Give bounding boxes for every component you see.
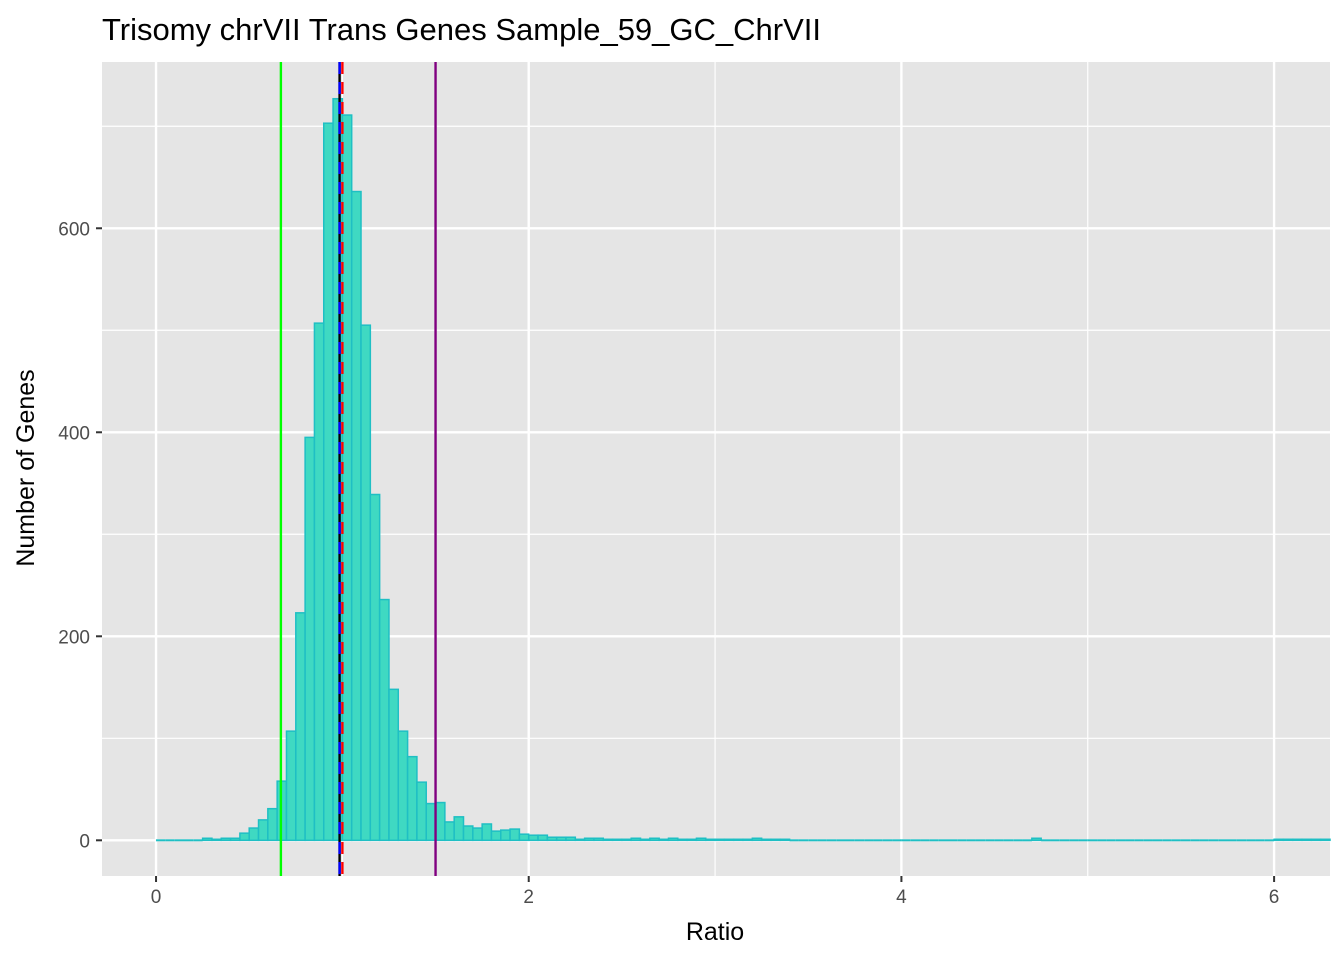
chart-title: Trisomy chrVII Trans Genes Sample_59_GC_… [102, 12, 821, 47]
y-tick-label: 400 [58, 423, 90, 444]
histogram-bar [295, 612, 306, 842]
histogram-bar [350, 190, 362, 842]
histogram-bar [444, 821, 455, 842]
x-tick-label: 4 [896, 887, 907, 908]
histogram-bar [611, 838, 623, 842]
histogram-bar [313, 322, 325, 842]
histogram-bar [751, 837, 763, 842]
histogram-bar [779, 838, 791, 842]
histogram-bar [695, 837, 707, 842]
x-tick-label: 0 [151, 887, 162, 908]
histogram-bar [453, 816, 465, 842]
histogram-bar [658, 838, 670, 842]
histogram-bar [546, 836, 558, 842]
histogram-bar [285, 730, 297, 842]
y-axis-title: Number of Genes [12, 369, 40, 566]
histogram-bar [518, 833, 530, 842]
histogram-bar [267, 807, 278, 842]
histogram-bar [732, 838, 744, 842]
axis-ticks: 0 2 4 6 0 200 400 600 [58, 219, 1279, 908]
histogram-bar [723, 838, 735, 842]
histogram-bar [500, 829, 511, 842]
histogram-bar [621, 838, 632, 842]
histogram-bar [630, 837, 642, 842]
histogram-bar [425, 802, 437, 842]
reference-lines [279, 62, 437, 876]
histogram-bar [378, 598, 390, 842]
x-tick-label: 6 [1269, 887, 1280, 908]
histogram-bar [565, 836, 577, 842]
histogram-bar [369, 493, 381, 842]
histogram-bar [229, 837, 241, 842]
y-tick-label: 600 [58, 219, 90, 240]
histogram-bar [705, 838, 716, 842]
histogram-bar [201, 837, 213, 842]
histogram-bar [602, 838, 614, 842]
histogram-bar [760, 838, 772, 842]
histogram-bar [1301, 838, 1313, 842]
histogram-bar [462, 825, 474, 842]
histogram-bar [593, 837, 605, 842]
histogram-bar [1291, 838, 1303, 842]
histogram-bar [481, 823, 493, 842]
histogram-bar [220, 837, 232, 842]
histogram-bar [555, 836, 567, 842]
histogram-bar [332, 97, 344, 842]
y-tick-label: 0 [79, 831, 90, 852]
histogram-bar [416, 781, 427, 842]
histogram-bar [742, 838, 754, 842]
histogram-bar [537, 834, 549, 842]
histogram-bar [248, 827, 260, 842]
histogram-bar [649, 837, 660, 842]
histogram-bar [686, 838, 698, 842]
histogram-bar [770, 838, 782, 842]
histogram-bar [677, 838, 688, 842]
histogram-bar [1273, 838, 1285, 842]
x-axis-title: Ratio [686, 918, 744, 946]
histogram-bar [304, 436, 316, 842]
x-tick-label: 2 [523, 887, 534, 908]
histogram-bar [509, 828, 521, 842]
y-tick-label: 200 [58, 627, 90, 648]
histogram-bar [360, 324, 372, 842]
histogram-bar [472, 827, 483, 842]
histogram-bar [388, 688, 400, 842]
histogram-bar [434, 801, 446, 842]
histogram-bar [1282, 838, 1294, 842]
histogram-bar [1031, 837, 1042, 842]
histogram-bar [211, 838, 223, 842]
histogram-bar [322, 122, 334, 842]
histogram-bar [639, 838, 651, 842]
histogram-bar [397, 730, 409, 842]
histogram-bar [583, 837, 595, 842]
histogram-bar [239, 832, 250, 842]
histogram-bar [257, 819, 269, 842]
histogram-bar [714, 838, 726, 842]
histogram-bar [490, 830, 502, 842]
histogram-bar [667, 837, 679, 842]
histogram-bar [574, 838, 586, 842]
grid-lines [102, 62, 1330, 876]
histogram-bar [1319, 838, 1331, 842]
histogram-bar [1310, 838, 1322, 842]
histogram-bar [406, 755, 418, 842]
histogram-bar [527, 834, 539, 842]
histogram-bar [341, 114, 353, 842]
